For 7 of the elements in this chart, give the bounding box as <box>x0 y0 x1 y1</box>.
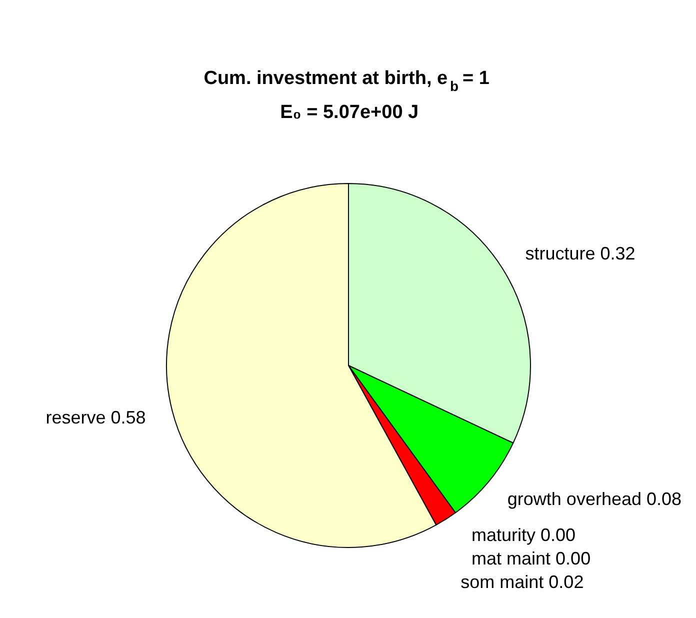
slice-label: som maint 0.02 <box>460 572 584 592</box>
category-label: mat maint 0.00 <box>472 548 591 568</box>
slice-label: reserve 0.58 <box>46 408 146 428</box>
slice-label: growth overhead 0.08 <box>507 488 682 509</box>
slice-label: structure 0.32 <box>525 243 636 264</box>
chart-subtitle: E₀ = 5.07e+00 J <box>280 102 419 123</box>
category-label: maturity 0.00 <box>472 524 576 545</box>
